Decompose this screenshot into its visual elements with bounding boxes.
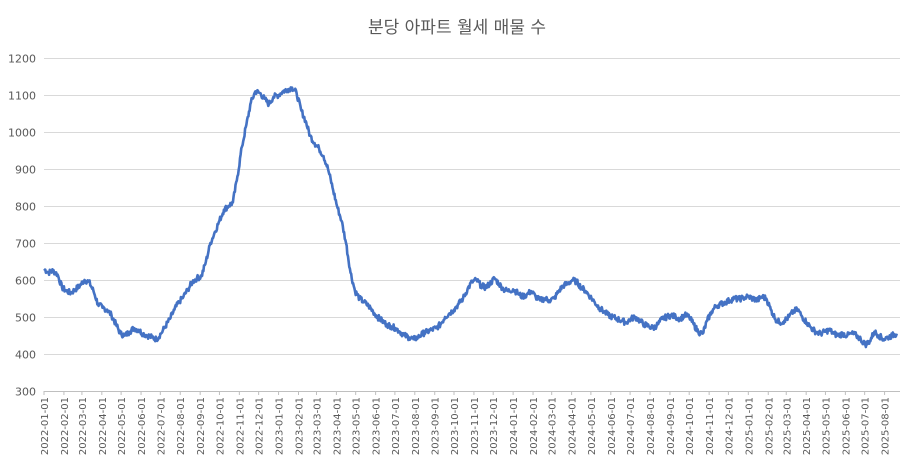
y-tick-label: 500 xyxy=(15,312,36,325)
x-axis-ticks: 2022-01-01 2022-02-01 2022-03-01 2022-04-01… xyxy=(40,391,900,455)
x-tick-label: 2022-06-01 xyxy=(137,397,148,455)
x-tick-label: 2022-10-01 xyxy=(215,397,226,455)
y-tick-label: 300 xyxy=(15,386,36,399)
series-layer xyxy=(43,86,899,349)
x-tick-label: 2025-02-01 xyxy=(764,397,775,455)
x-tick-label: 2022-05-01 xyxy=(117,397,128,455)
x-tick-label: 2025-04-01 xyxy=(802,397,813,455)
x-tick-label: 2022-03-01 xyxy=(78,397,89,455)
y-tick-label: 600 xyxy=(15,275,36,288)
x-tick-label: 2023-09-01 xyxy=(431,397,442,455)
x-tick-label: 2024-10-01 xyxy=(685,397,696,455)
x-tick-label: 2023-02-01 xyxy=(294,397,305,455)
x-tick-label: 2024-03-01 xyxy=(548,397,559,455)
y-tick-label: 400 xyxy=(15,349,36,362)
x-tick-label: 2022-11-01 xyxy=(235,397,246,455)
x-tick-label: 2024-09-01 xyxy=(666,397,677,455)
y-tick-label: 700 xyxy=(15,238,36,251)
x-tick-label: 2022-09-01 xyxy=(196,397,207,455)
x-tick-label: 2024-11-01 xyxy=(705,397,716,455)
x-tick-label: 2023-07-01 xyxy=(391,397,402,455)
x-tick-label: 2024-06-01 xyxy=(607,397,618,455)
x-tick-label: 2024-12-01 xyxy=(724,397,735,455)
x-tick-label: 2023-01-01 xyxy=(275,397,286,455)
x-tick-label: 2025-06-01 xyxy=(841,397,852,455)
x-tick-label: 2024-08-01 xyxy=(646,397,657,455)
x-tick-label: 2023-11-01 xyxy=(470,397,481,455)
y-tick-label: 800 xyxy=(15,201,36,214)
y-tick-label: 900 xyxy=(15,164,36,177)
x-tick-label: 2023-04-01 xyxy=(332,397,343,455)
x-tick-label: 2024-07-01 xyxy=(626,397,637,455)
x-tick-label: 2023-08-01 xyxy=(411,397,422,455)
x-tick-label: 2025-05-01 xyxy=(821,397,832,455)
chart-title: 분당 아파트 월세 매물 수 xyxy=(368,18,546,38)
x-tick-label: 2025-07-01 xyxy=(861,397,872,455)
x-tick-label: 2025-03-01 xyxy=(782,397,793,455)
x-tick-label: 2023-06-01 xyxy=(372,397,383,455)
y-tick-label: 1200 xyxy=(8,53,36,66)
x-tick-label: 2022-04-01 xyxy=(98,397,109,455)
y-tick-label: 1100 xyxy=(8,90,36,103)
x-tick-label: 2023-10-01 xyxy=(450,397,461,455)
x-tick-label: 2024-05-01 xyxy=(587,397,598,455)
x-tick-label: 2024-01-01 xyxy=(509,397,520,455)
x-tick-label: 2024-04-01 xyxy=(568,397,579,455)
y-tick-label: 1000 xyxy=(8,127,36,140)
x-tick-label: 2023-03-01 xyxy=(312,397,323,455)
x-tick-label: 2022-08-01 xyxy=(176,397,187,455)
x-tick-label: 2024-02-01 xyxy=(529,397,540,455)
x-tick-label: 2022-12-01 xyxy=(255,397,266,455)
x-tick-label: 2022-07-01 xyxy=(156,397,167,455)
series-line xyxy=(43,86,899,349)
x-tick-label: 2023-12-01 xyxy=(489,397,500,455)
x-tick-label: 2022-01-01 xyxy=(40,397,51,455)
y-axis-ticks: 300 400 500 600 700 800 900 1000 1100 1200 xyxy=(8,53,36,399)
x-tick-label: 2022-02-01 xyxy=(60,397,71,455)
x-tick-label: 2025-08-01 xyxy=(881,397,892,455)
x-tick-label: 2023-05-01 xyxy=(352,397,363,455)
gridlines xyxy=(44,58,900,392)
x-tick-label: 2025-01-01 xyxy=(744,397,755,455)
